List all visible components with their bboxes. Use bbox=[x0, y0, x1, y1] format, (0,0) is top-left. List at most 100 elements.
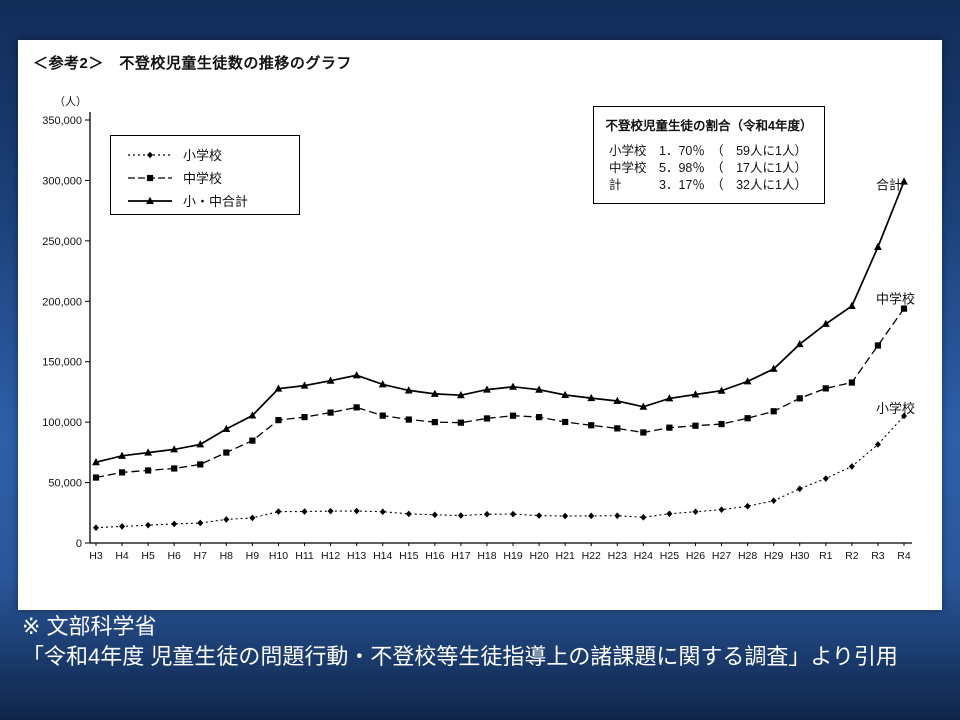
series-marker bbox=[249, 437, 256, 444]
chart-legend: 小学校 中学校 小・中合計 bbox=[110, 135, 300, 215]
series-marker bbox=[796, 395, 803, 402]
series-marker bbox=[692, 508, 699, 516]
series-marker bbox=[92, 474, 100, 481]
ratio-box-rows: 小学校 1．70％ （ 59人に1人） 中学校 5．98％ （ 17人に1人） … bbox=[594, 143, 824, 194]
series-marker bbox=[509, 382, 517, 390]
series-marker bbox=[300, 381, 309, 389]
series-marker bbox=[119, 523, 126, 530]
y-axis-unit-label: （人） bbox=[54, 96, 87, 108]
series-marker bbox=[691, 390, 700, 398]
x-tick-label: H30 bbox=[790, 550, 809, 562]
x-tick-label: H29 bbox=[764, 550, 783, 562]
series-marker bbox=[327, 409, 334, 416]
series-marker bbox=[874, 441, 881, 448]
x-tick-label: H10 bbox=[269, 550, 288, 562]
legend-item: 小学校 bbox=[127, 144, 299, 165]
series-marker bbox=[275, 508, 282, 515]
series-marker bbox=[483, 385, 491, 393]
series-marker bbox=[93, 524, 99, 532]
series-marker bbox=[378, 380, 387, 388]
y-tick-label: 350,000 bbox=[42, 115, 82, 127]
x-tick-label: H14 bbox=[373, 550, 392, 562]
series-marker bbox=[274, 384, 283, 392]
series-marker bbox=[901, 412, 907, 420]
series-marker bbox=[146, 174, 154, 181]
legend-item-label: 中学校 bbox=[183, 171, 223, 186]
ratio-row-total: 計 3．17％ （ 32人に1人） bbox=[609, 178, 807, 192]
line-chart: 0 50,000 100,000 150,000 200,000 250,000 300,0… bbox=[42, 112, 915, 562]
legend-item-label: 小学校 bbox=[183, 148, 223, 163]
series-end-label: 小学校 bbox=[876, 401, 915, 416]
series-marker bbox=[562, 512, 569, 520]
series-marker bbox=[848, 463, 855, 470]
series-marker bbox=[222, 424, 231, 432]
series-marker bbox=[223, 516, 230, 523]
citation: ※ 文部科学省 「令和4年度 児童生徒の問題行動・不登校等生徒指導上の諸課題に関… bbox=[22, 612, 898, 672]
y-tick-label: 50,000 bbox=[48, 478, 82, 490]
series-marker bbox=[275, 417, 282, 424]
x-tick-label: R3 bbox=[871, 550, 885, 562]
series-marker bbox=[118, 469, 126, 476]
series-marker bbox=[588, 512, 595, 520]
series-end-label: 合計 bbox=[876, 178, 902, 193]
series-marker bbox=[404, 386, 413, 394]
series-marker bbox=[744, 415, 751, 422]
chart-title: ＜参考2＞ 不登校児童生徒数の推移のグラフ bbox=[33, 55, 352, 72]
series-marker bbox=[770, 497, 777, 504]
series-marker bbox=[822, 475, 829, 482]
x-tick-label: H23 bbox=[608, 550, 627, 562]
series-marker bbox=[430, 389, 439, 397]
series-marker bbox=[614, 425, 621, 432]
x-tick-label: H25 bbox=[660, 550, 679, 562]
ratio-info-box: 不登校児童生徒の割合（令和4年度） 小学校 1．70％ （ 59人に1人） 中学… bbox=[593, 106, 825, 204]
series-marker bbox=[457, 419, 465, 426]
x-tick-label: H20 bbox=[529, 550, 548, 562]
y-tick-label: 100,000 bbox=[42, 417, 82, 429]
series-marker bbox=[249, 514, 256, 522]
series-marker bbox=[144, 448, 153, 456]
diamond-marker-icon bbox=[128, 151, 172, 158]
series-marker bbox=[431, 511, 438, 519]
y-tick-label: 300,000 bbox=[42, 175, 82, 187]
x-tick-label: R4 bbox=[897, 550, 911, 562]
square-marker-icon bbox=[128, 174, 172, 181]
series-marker bbox=[509, 412, 517, 419]
series-line bbox=[95, 181, 905, 464]
series-marker bbox=[639, 402, 648, 410]
x-tick-label: H22 bbox=[582, 550, 601, 562]
legend-item: 中学校 bbox=[127, 167, 299, 188]
x-tick-label: H12 bbox=[321, 550, 340, 562]
y-tick-label: 150,000 bbox=[42, 357, 82, 369]
x-tick-label: H28 bbox=[738, 550, 757, 562]
series-marker bbox=[379, 508, 386, 516]
y-tick-label: 200,000 bbox=[42, 296, 82, 308]
series-marker bbox=[145, 521, 152, 529]
y-tick-label: 250,000 bbox=[42, 236, 82, 248]
series-marker bbox=[326, 376, 335, 384]
x-tick-label: H3 bbox=[89, 550, 103, 562]
series-marker bbox=[197, 519, 204, 527]
x-tick-label: H13 bbox=[347, 550, 366, 562]
series-marker bbox=[146, 196, 154, 204]
series-marker bbox=[718, 506, 725, 513]
x-tick-label: R1 bbox=[819, 550, 833, 562]
series-marker bbox=[405, 416, 412, 423]
x-tick-label: H16 bbox=[425, 550, 444, 562]
series-marker bbox=[640, 514, 647, 521]
series-marker bbox=[457, 512, 464, 519]
series-marker bbox=[431, 418, 438, 426]
series-marker bbox=[640, 429, 647, 436]
series-marker bbox=[847, 301, 856, 309]
x-tick-label: H21 bbox=[556, 550, 575, 562]
series-line bbox=[95, 308, 905, 479]
series-marker bbox=[692, 422, 699, 429]
series-marker bbox=[613, 396, 622, 405]
x-tick-label: H6 bbox=[167, 550, 181, 562]
series-marker bbox=[535, 385, 543, 393]
ratio-row-junior-high: 中学校 5．98％ （ 17人に1人） bbox=[609, 161, 807, 175]
series-marker bbox=[170, 445, 179, 453]
x-tick-label: H17 bbox=[451, 550, 470, 562]
series-marker bbox=[483, 510, 490, 518]
series-marker bbox=[743, 377, 752, 385]
